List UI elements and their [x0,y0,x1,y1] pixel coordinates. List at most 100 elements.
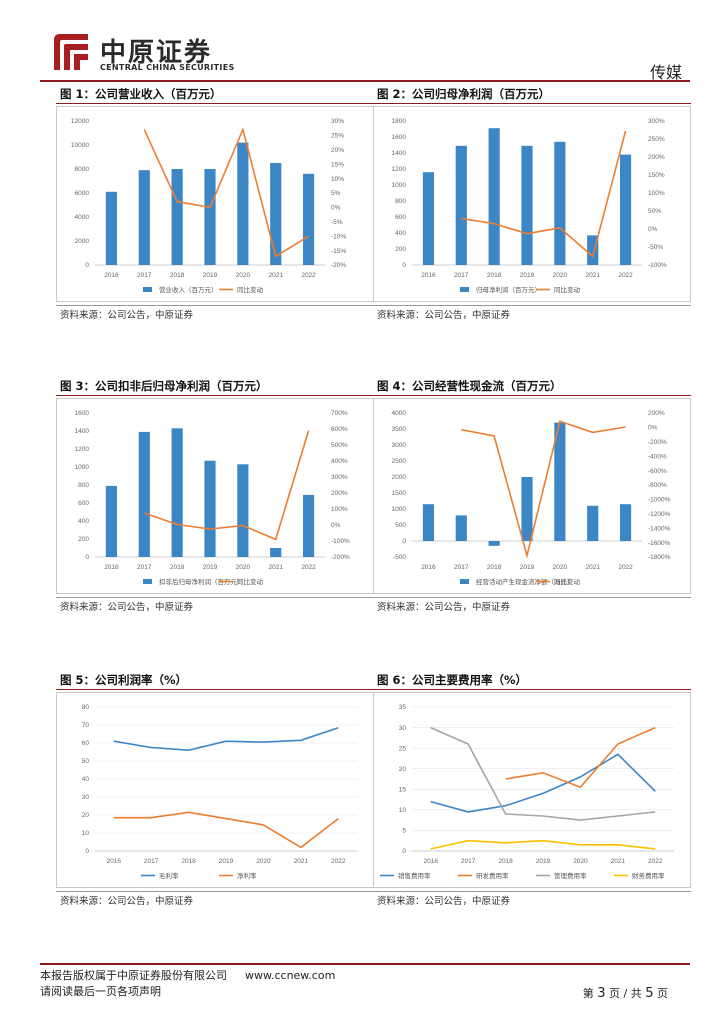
y-axis-tick-label: 2000 [75,238,90,245]
x-axis-tick-label: 2017 [137,564,152,571]
y2-axis-tick-label: -1600% [648,540,671,547]
y-axis-tick-label: 30 [399,725,407,732]
bar [171,169,183,265]
y-axis-tick-label: 3000 [392,442,407,449]
y-axis-tick-label: 1000 [75,464,90,471]
page-number: 第 3 页 / 共 5 页 [583,985,668,1001]
y-axis-tick-label: 70 [82,722,90,729]
figure-1-source: 资料来源：公司公告，中原证券 [56,305,374,321]
header-divider [40,80,690,82]
x-axis-tick-label: 2017 [454,564,469,571]
bar [302,494,315,557]
y2-axis-tick-label: 300% [331,474,348,481]
bar [619,504,632,541]
x-axis-tick-label: 2022 [648,858,663,865]
y2-axis-tick-label: 30% [331,118,344,125]
x-axis-tick-label: 2017 [137,272,152,279]
y-axis-tick-label: 20 [399,766,407,773]
bar [488,128,500,265]
y-axis-tick-label: 0 [85,848,89,855]
y-axis-tick-label: 1500 [392,490,407,497]
bar [237,142,249,265]
y-axis-tick-label: 10000 [71,142,89,149]
x-axis-tick-label: 2018 [487,564,502,571]
bar [554,141,566,265]
x-axis-tick-label: 2022 [618,564,633,571]
x-axis-tick-label: 2017 [144,858,159,865]
y-axis-tick-label: 1600 [75,410,90,417]
y2-axis-tick-label: 0% [331,205,341,212]
x-axis-tick-label: 2022 [301,564,316,571]
page-middle: 页 / 共 [609,987,642,1000]
figure-4-chart: -500 0 500 1000 1500 2000 2500 3000 3500 4000 -180… [373,398,691,594]
x-axis-tick-label: 2019 [520,564,535,571]
x-axis-tick-label: 2020 [236,564,251,571]
x-axis-tick-label: 2021 [585,272,600,279]
y-axis-tick-label: 30 [82,794,90,801]
series-line [430,839,656,850]
y-axis-tick-label: 0 [85,554,89,561]
y-axis-tick-label: 3500 [392,426,407,433]
y2-axis-tick-label: 25% [331,133,344,140]
page-prefix: 第 [582,987,594,1000]
x-axis-tick-label: 2021 [268,564,283,571]
y-axis-tick-label: 1200 [392,166,407,173]
legend-label: 毛利率 [159,871,179,880]
y-axis-tick-label: 8000 [75,166,90,173]
page-header: 中原证券 CENTRAL CHINA SECURITIES 传媒 [0,0,724,86]
series-line [143,127,310,258]
y2-axis-tick-label: 400% [331,458,348,465]
x-axis-tick-label: 2017 [454,272,469,279]
logo-english-text: CENTRAL CHINA SECURITIES [100,63,235,72]
y-axis-tick-label: 1200 [75,446,90,453]
y2-axis-tick-label: 50% [648,208,661,215]
y-axis-tick-label: 10 [82,830,90,837]
x-axis-tick-label: 2021 [268,272,283,279]
bar [237,464,249,557]
bar [105,191,118,265]
bar [521,477,533,541]
y2-axis-tick-label: -1200% [648,511,671,518]
figure-4-title: 图 4：公司经营性现金流（百万元） [373,378,691,396]
y-axis-tick-label: 500 [395,522,406,529]
series-line [430,753,656,813]
y-axis-tick-label: 0 [85,262,89,269]
bar [455,515,467,541]
x-axis-tick-label: 2018 [170,564,185,571]
y2-axis-tick-label: 100% [331,506,348,513]
x-axis-tick-label: 2021 [585,564,600,571]
legend-swatch [460,579,469,584]
legend-label: 同比变动 [554,285,581,294]
bar [204,169,216,265]
y2-axis-tick-label: -100% [648,262,667,269]
y2-axis-tick-label: -15% [331,248,346,255]
y2-axis-tick-label: 150% [648,172,665,179]
y2-axis-tick-label: -10% [331,233,346,240]
legend-label: 管理费用率 [554,871,587,880]
bar [587,235,599,265]
series-line [461,130,627,258]
bar [488,541,500,546]
x-axis-tick-label: 2016 [423,858,438,865]
y2-axis-tick-label: 0% [331,522,341,529]
legend-label: 同比变动 [237,577,264,586]
website-link[interactable]: www.ccnew.com [245,969,336,982]
y2-axis-tick-label: 200% [648,154,665,161]
page-suffix: 页 [657,987,668,1000]
bar [554,422,566,541]
y-axis-tick-label: 600 [78,500,89,507]
footer-divider [40,963,690,965]
figure-3-source: 资料来源：公司公告，中原证券 [56,597,374,613]
x-axis-tick-label: 2020 [236,272,251,279]
x-axis-tick-label: 2020 [573,858,588,865]
figure-1-title: 图 1：公司营业收入（百万元） [56,86,374,104]
bar [270,548,282,557]
copyright-text: 本报告版权属于中原证券股份有限公司 [40,969,227,982]
x-axis-tick-label: 2016 [104,272,119,279]
disclaimer-text: 请阅读最后一页各项声明 [40,985,161,998]
y2-axis-tick-label: -1400% [648,525,671,532]
figure-2-source: 资料来源：公司公告，中原证券 [373,305,691,321]
legend-swatch [143,579,152,584]
y-axis-tick-label: 400 [395,230,406,237]
y2-axis-tick-label: 0% [648,226,658,233]
